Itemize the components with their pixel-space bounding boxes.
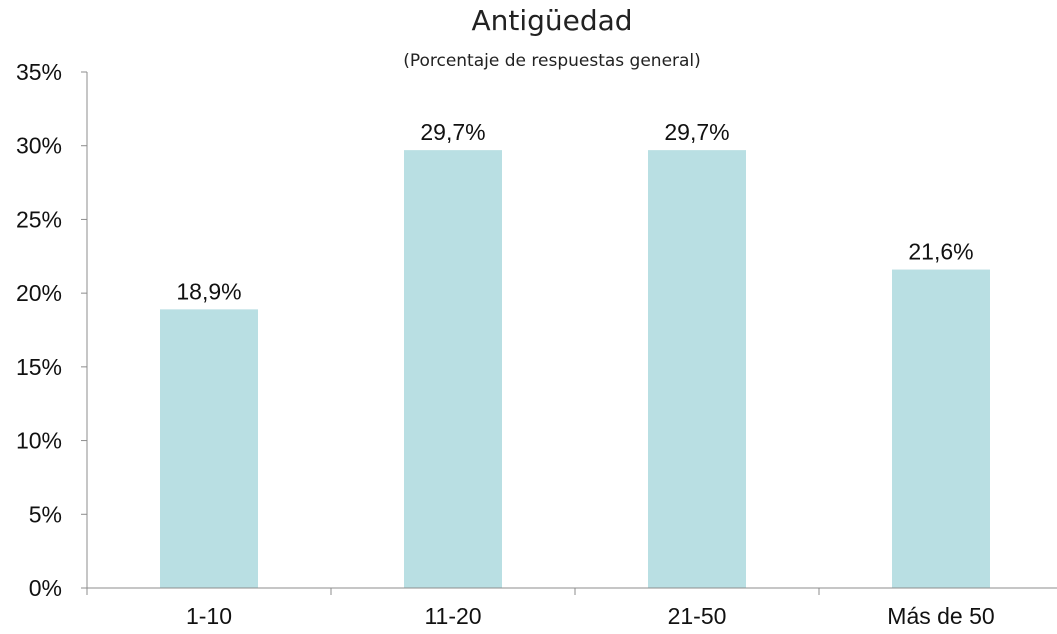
chart-title: Antigüedad [471, 4, 632, 37]
y-tick-label: 0% [29, 575, 62, 601]
y-tick-label: 20% [16, 280, 62, 306]
bar [160, 309, 258, 588]
data-labels: 18,9% 29,7% 29,7% 21,6% [176, 119, 973, 304]
data-label: 18,9% [176, 278, 241, 304]
bar [648, 150, 746, 588]
y-axis-ticks: 0% 5% 10% 15% 20% 25% 30% 35% [16, 59, 87, 601]
y-tick-label: 5% [29, 501, 62, 527]
data-label: 29,7% [664, 119, 729, 145]
y-tick-label: 10% [16, 428, 62, 454]
y-tick-label: 30% [16, 133, 62, 159]
bar [892, 269, 990, 588]
y-tick-label: 35% [16, 59, 62, 85]
y-tick-label: 25% [16, 206, 62, 232]
x-tick-label: 21-50 [668, 603, 727, 629]
data-label: 29,7% [420, 119, 485, 145]
bar [404, 150, 502, 588]
x-tick-label: Más de 50 [887, 603, 994, 629]
x-tick-label: 11-20 [424, 603, 481, 629]
data-label: 21,6% [908, 239, 973, 265]
bars [160, 150, 990, 588]
y-tick-label: 15% [16, 354, 62, 380]
chart-subtitle: (Porcentaje de respuestas general) [403, 51, 701, 71]
x-axis-ticks: 1-10 11-20 21-50 Más de 50 [86, 588, 995, 629]
x-tick-label: 1-10 [186, 603, 232, 629]
